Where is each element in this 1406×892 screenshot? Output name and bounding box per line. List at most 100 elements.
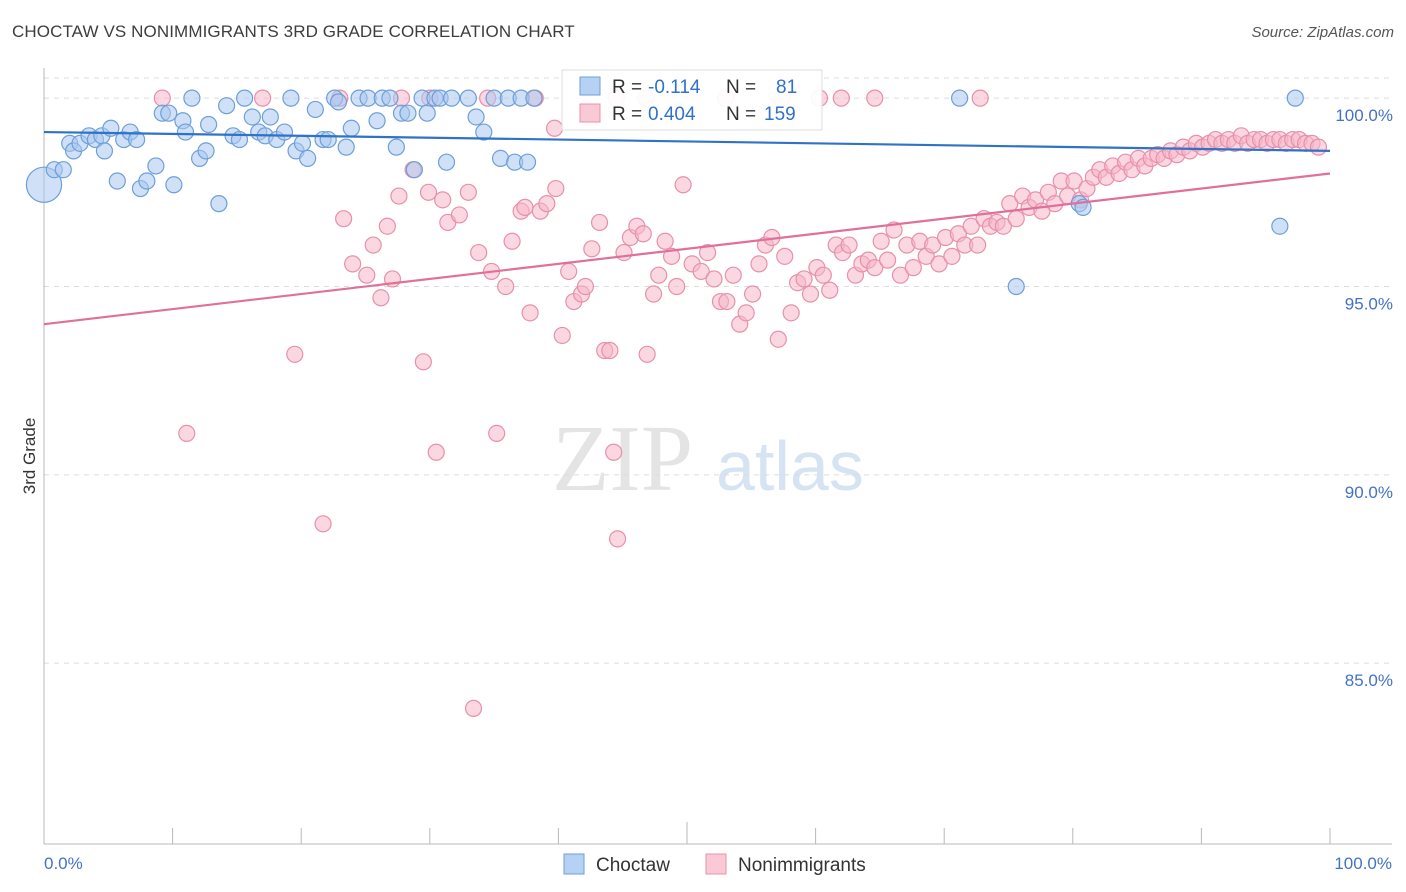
nonimmigrants-point [314, 515, 332, 533]
x-tick-label-max: 100.0% [1334, 854, 1392, 873]
choctaw-legend-swatch [579, 76, 601, 96]
choctaw-point [261, 108, 279, 126]
nonimmigrants-points [153, 89, 1328, 717]
nonimmigrants-point [378, 217, 396, 235]
nonimmigrants-point [1309, 138, 1328, 156]
choctaw-point [329, 93, 348, 111]
choctaw-r-value: -0.114 [648, 77, 701, 98]
nonimmigrants-point [286, 345, 304, 363]
y-tick-label: 90.0% [1345, 483, 1393, 502]
nonimmigrants-point [547, 179, 565, 198]
choctaw-point [387, 138, 405, 156]
nonimmigrants-point [650, 266, 668, 284]
nonimmigrants-legend-swatch [579, 103, 601, 123]
nonimmigrants-point [969, 236, 987, 254]
choctaw-point [399, 104, 417, 122]
watermark-atlas: atlas [716, 427, 864, 505]
nonimmigrants-point [962, 217, 980, 235]
nonimmigrants-point [924, 236, 942, 254]
series-legend: Choctaw Nonimmigrants [563, 853, 866, 876]
legend-label-nonimmigrants: Nonimmigrants [738, 855, 866, 876]
choctaw-point [319, 130, 337, 149]
choctaw-point [293, 134, 312, 152]
nonimmigrants-trend-line [43, 172, 1331, 326]
choctaw-point [518, 153, 537, 171]
choctaw-point [183, 89, 201, 107]
nonimmigrants-point [840, 236, 858, 254]
choctaw-point [236, 89, 254, 107]
choctaw-point [176, 123, 195, 141]
nonimmigrants-point [724, 266, 742, 284]
nonimmigrants-point [254, 89, 272, 107]
nonimmigrants-point [662, 247, 681, 265]
choctaw-point [951, 89, 969, 107]
nonimmigrants-point [891, 266, 910, 284]
x-tick-label-min: 0.0% [44, 854, 83, 873]
nonimmigrants-point [832, 89, 850, 107]
nonimmigrants-point [178, 424, 196, 442]
choctaw-point [337, 138, 355, 156]
nonimmigrants-point [538, 195, 556, 213]
y-tick-label: 85.0% [1345, 671, 1393, 690]
stats-legend: R = -0.114 N = 81 R = 0.404 N = 159 [561, 69, 823, 131]
choctaw-point [282, 89, 300, 107]
nonimmigrants-point [674, 176, 692, 194]
choctaw-point [405, 161, 423, 179]
choctaw-point [275, 123, 294, 141]
nonimmigrants-point [553, 326, 571, 345]
nonimmigrants-point [644, 285, 663, 303]
nonimmigrants-point [801, 285, 820, 303]
nonimmigrants-point [516, 198, 534, 216]
nonimmigrants-point [692, 262, 710, 281]
nonimmigrants-point [414, 353, 432, 371]
chart-source: Source: ZipAtlas.com [1251, 24, 1394, 41]
choctaw-point [381, 89, 399, 107]
y-tick-label: 95.0% [1345, 294, 1393, 313]
trend-layer [43, 130, 1331, 326]
nonimmigrants-point [872, 232, 890, 250]
nonimmigrants-point [814, 266, 832, 284]
nonimmigrants-n-value: 159 [764, 104, 796, 125]
nonimmigrants-point [464, 699, 483, 717]
choctaw-point [459, 89, 477, 107]
nonimmigrants-point [1065, 172, 1083, 190]
nonimmigrants-point [576, 277, 595, 296]
nonimmigrants-point [583, 240, 601, 258]
chart-title: CHOCTAW VS NONIMMIGRANTS 3RD GRADE CORRE… [12, 22, 575, 41]
y-tick-label: 100.0% [1335, 106, 1393, 125]
nonimmigrants-point [545, 119, 564, 137]
nonimmigrants-point [590, 213, 609, 232]
choctaw-point [467, 108, 485, 126]
nonimmigrants-point [1046, 195, 1064, 213]
nonimmigrants-point [750, 255, 768, 273]
stats-legend-box [561, 69, 823, 131]
choctaw-point [443, 89, 461, 107]
nonimmigrants-point [372, 289, 390, 307]
nonimmigrants-point [737, 304, 755, 322]
nonimmigrants-point [615, 243, 633, 262]
nonimmigrants-point [601, 341, 619, 360]
nonimmigrants-point [503, 232, 521, 250]
choctaw-point [165, 176, 183, 194]
nonimmigrants-point [705, 270, 723, 288]
nonimmigrants-point [434, 191, 452, 209]
nonimmigrants-point [497, 277, 515, 296]
choctaw-point [160, 104, 178, 122]
choctaw-point [54, 161, 72, 179]
nonimmigrants-point [866, 89, 884, 107]
choctaw-point [127, 130, 146, 149]
choctaw-points [25, 89, 1304, 296]
choctaw-point [475, 123, 493, 141]
nonimmigrants-point [390, 187, 408, 205]
choctaw-n-value: 81 [776, 77, 797, 98]
legend-swatch-choctaw [563, 853, 585, 875]
nonimmigrants-point [488, 424, 506, 442]
nonimmigrants-point [358, 266, 376, 284]
nonimmigrants-point [821, 281, 839, 299]
choctaw-point [1286, 89, 1304, 107]
nonimmigrants-r-value: 0.404 [648, 104, 696, 125]
choctaw-trend-line [43, 130, 1331, 152]
choctaw-r-label: R = [612, 77, 642, 98]
nonimmigrants-point [656, 232, 674, 250]
nonimmigrants-point [521, 304, 539, 322]
